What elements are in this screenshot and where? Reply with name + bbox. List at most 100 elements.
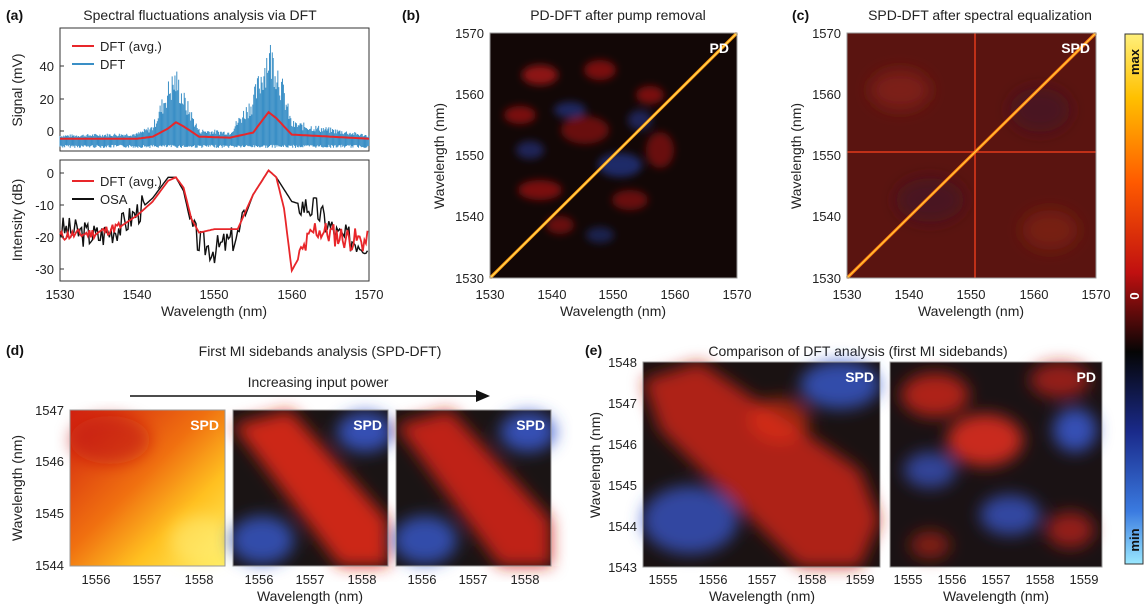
- a-xtick-1530: 1530: [46, 287, 75, 302]
- d3-xtick-0: 1556: [408, 572, 437, 587]
- e2-xtick-0: 1555: [894, 572, 923, 587]
- panel-b-label: (b): [402, 7, 420, 23]
- e-ylabel: Wavelength (nm): [587, 412, 603, 518]
- panel-d-map-2: [230, 409, 393, 567]
- e-ytick-4: 1544: [608, 519, 637, 534]
- a-bot-legend-osa: OSA: [100, 192, 128, 207]
- c-ytick-2: 1550: [812, 148, 841, 163]
- e1-xtick-4: 1559: [846, 572, 875, 587]
- panel-e-map-spd: [642, 361, 881, 568]
- d-xlabel: Wavelength (nm): [257, 588, 363, 604]
- e1-xtick-2: 1557: [748, 572, 777, 587]
- panel-b-heatmap: [488, 31, 739, 280]
- e-ytick-1: 1547: [608, 396, 637, 411]
- panel-a-top-frame: [59, 27, 370, 152]
- c-ylabel: Wavelength (nm): [788, 103, 804, 209]
- b-xtick-3: 1560: [661, 287, 690, 302]
- c-ytick-4: 1530: [812, 271, 841, 286]
- a-xticks: 1530 1540 1550 1560 1570: [46, 287, 384, 302]
- a-bot-ytick-m20: -20: [35, 230, 54, 245]
- c-xtick-4: 1570: [1082, 287, 1111, 302]
- e-ytick-3: 1545: [608, 478, 637, 493]
- d-ytick-2: 1545: [35, 506, 64, 521]
- a-bot-ytick-0: 0: [47, 166, 54, 181]
- b-xtick-0: 1530: [476, 287, 505, 302]
- panel-c-tag: SPD: [1061, 40, 1090, 56]
- panel-d-arrow-label: Increasing input power: [248, 374, 389, 390]
- e2-xtick-1: 1556: [938, 572, 967, 587]
- b-ylabel: Wavelength (nm): [431, 103, 447, 209]
- a-xlabel: Wavelength (nm): [161, 303, 267, 319]
- b-ytick-1: 1560: [455, 87, 484, 102]
- panel-d-tag-1: SPD: [190, 417, 219, 433]
- a-bottom-avg-line: [59, 169, 369, 274]
- d1-xtick-1: 1557: [133, 572, 162, 587]
- c-xtick-3: 1560: [1020, 287, 1049, 302]
- a-top-legend-avg: DFT (avg.): [100, 39, 162, 54]
- d-ytick-0: 1547: [35, 403, 64, 418]
- e2-xtick-4: 1559: [1070, 572, 1099, 587]
- b-xtick-4: 1570: [723, 287, 752, 302]
- panel-a-bottom-frame: [59, 159, 370, 282]
- a-xtick-1560: 1560: [278, 287, 307, 302]
- a-bot-ylabel: Intensity (dB): [9, 179, 25, 261]
- d2-xtick-1: 1557: [296, 572, 325, 587]
- b-ytick-2: 1550: [455, 148, 484, 163]
- e2-xlabel: Wavelength (nm): [943, 588, 1049, 604]
- e-ytick-2: 1546: [608, 437, 637, 452]
- colorbar-zero-label: 0: [1127, 292, 1142, 299]
- panel-d-tag-2: SPD: [353, 417, 382, 433]
- a-top-ytick-40: 40: [40, 59, 54, 74]
- a-top-legend-dft: DFT: [100, 57, 125, 72]
- b-xlabel: Wavelength (nm): [560, 303, 666, 319]
- panel-e-tag-spd: SPD: [845, 369, 874, 385]
- d3-xtick-1: 1557: [459, 572, 488, 587]
- panel-d-title: First MI sidebands analysis (SPD-DFT): [199, 343, 442, 359]
- d1-xtick-2: 1558: [185, 572, 214, 587]
- a-bot-ytick-m30: -30: [35, 262, 54, 277]
- e1-xtick-1: 1556: [699, 572, 728, 587]
- b-ytick-0: 1570: [455, 26, 484, 41]
- c-ytick-3: 1540: [812, 209, 841, 224]
- c-xtick-2: 1550: [957, 287, 986, 302]
- a-top-ytick-0: 0: [47, 124, 54, 139]
- colorbar-min-label: min: [1127, 528, 1142, 551]
- e-ytick-5: 1543: [608, 560, 637, 575]
- e-ytick-0: 1548: [608, 355, 637, 370]
- b-xtick-1: 1540: [538, 287, 567, 302]
- c-xlabel: Wavelength (nm): [918, 303, 1024, 319]
- d-ytick-1: 1546: [35, 454, 64, 469]
- panel-d-map-3: [393, 409, 556, 567]
- d-ytick-3: 1544: [35, 558, 64, 573]
- panel-c-title: SPD-DFT after spectral equalization: [868, 7, 1092, 23]
- a-top-avg-line: [60, 110, 370, 140]
- d1-xtick-0: 1556: [82, 572, 111, 587]
- e2-xtick-3: 1558: [1026, 572, 1055, 587]
- panel-d-tag-3: SPD: [516, 417, 545, 433]
- panel-e-label: (e): [585, 342, 602, 358]
- d2-xtick-2: 1558: [348, 572, 377, 587]
- panel-e-tag-pd: PD: [1077, 369, 1096, 385]
- a-xtick-1540: 1540: [123, 287, 152, 302]
- a-top-ylabel: Signal (mV): [9, 53, 25, 126]
- panel-b-title: PD-DFT after pump removal: [530, 7, 706, 23]
- d-ylabel: Wavelength (nm): [9, 435, 25, 541]
- a-xtick-1550: 1550: [200, 287, 229, 302]
- panel-a-label: (a): [6, 7, 23, 23]
- e2-xtick-2: 1557: [982, 572, 1011, 587]
- colorbar-max-label: max: [1127, 48, 1142, 75]
- d3-xtick-2: 1558: [511, 572, 540, 587]
- panel-b-tag: PD: [710, 40, 729, 56]
- colorbar: max 0 min: [1124, 33, 1144, 565]
- panel-d-map-1: [69, 409, 230, 567]
- e1-xlabel: Wavelength (nm): [709, 588, 815, 604]
- panel-c-heatmap: [845, 31, 1098, 280]
- d2-xtick-0: 1556: [245, 572, 274, 587]
- panel-e-title: Comparison of DFT analysis (first MI sid…: [708, 343, 1007, 359]
- a-top-ytick-20: 20: [40, 92, 54, 107]
- b-ytick-4: 1530: [455, 271, 484, 286]
- b-xtick-2: 1550: [599, 287, 628, 302]
- panel-c-label: (c): [792, 7, 809, 23]
- c-ytick-1: 1560: [812, 87, 841, 102]
